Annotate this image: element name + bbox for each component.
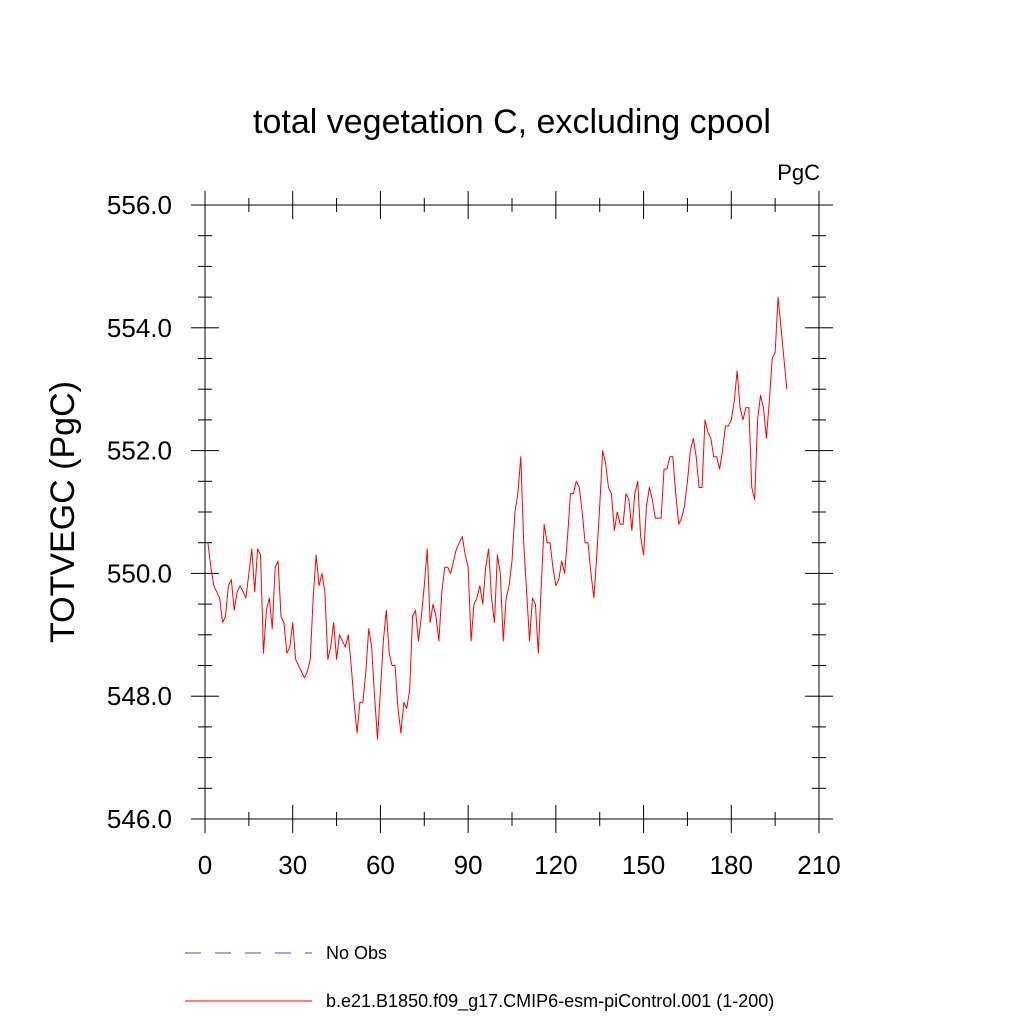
legend: No Obs b.e21.B1850.f09_g17.CMIP6-esm-piC… xyxy=(185,943,774,1012)
y-tick-label: 546.0 xyxy=(107,804,172,834)
plot-frame xyxy=(204,204,820,820)
chart-title: total vegetation C, excluding cpool xyxy=(253,103,771,141)
legend-label-model-run: b.e21.B1850.f09_g17.CMIP6-esm-piControl.… xyxy=(326,991,774,1012)
units-label: PgC xyxy=(777,160,820,185)
legend-label-no-obs: No Obs xyxy=(326,943,387,963)
y-axis-label: TOTVEGC (PgC) xyxy=(44,381,82,643)
x-axis: 0 30 60 90 120 150 180 210 xyxy=(198,191,841,880)
y-tick-label: 548.0 xyxy=(107,681,172,711)
y-tick-label: 556.0 xyxy=(107,190,172,220)
y-tick-label: 552.0 xyxy=(107,436,172,466)
x-tick-label: 60 xyxy=(366,850,395,880)
x-tick-label: 210 xyxy=(797,850,840,880)
series-line-model-run xyxy=(207,296,788,740)
x-tick-label: 180 xyxy=(710,850,753,880)
x-tick-label: 150 xyxy=(622,850,665,880)
y-tick-label: 550.0 xyxy=(107,558,172,588)
x-tick-label: 0 xyxy=(198,850,212,880)
x-tick-label: 120 xyxy=(534,850,577,880)
y-tick-label: 554.0 xyxy=(107,313,172,343)
y-axis: 546.0 548.0 550.0 552.0 554.0 556.0 xyxy=(107,190,833,834)
series-layer xyxy=(207,296,788,740)
x-tick-label: 90 xyxy=(454,850,483,880)
x-tick-label: 30 xyxy=(278,850,307,880)
